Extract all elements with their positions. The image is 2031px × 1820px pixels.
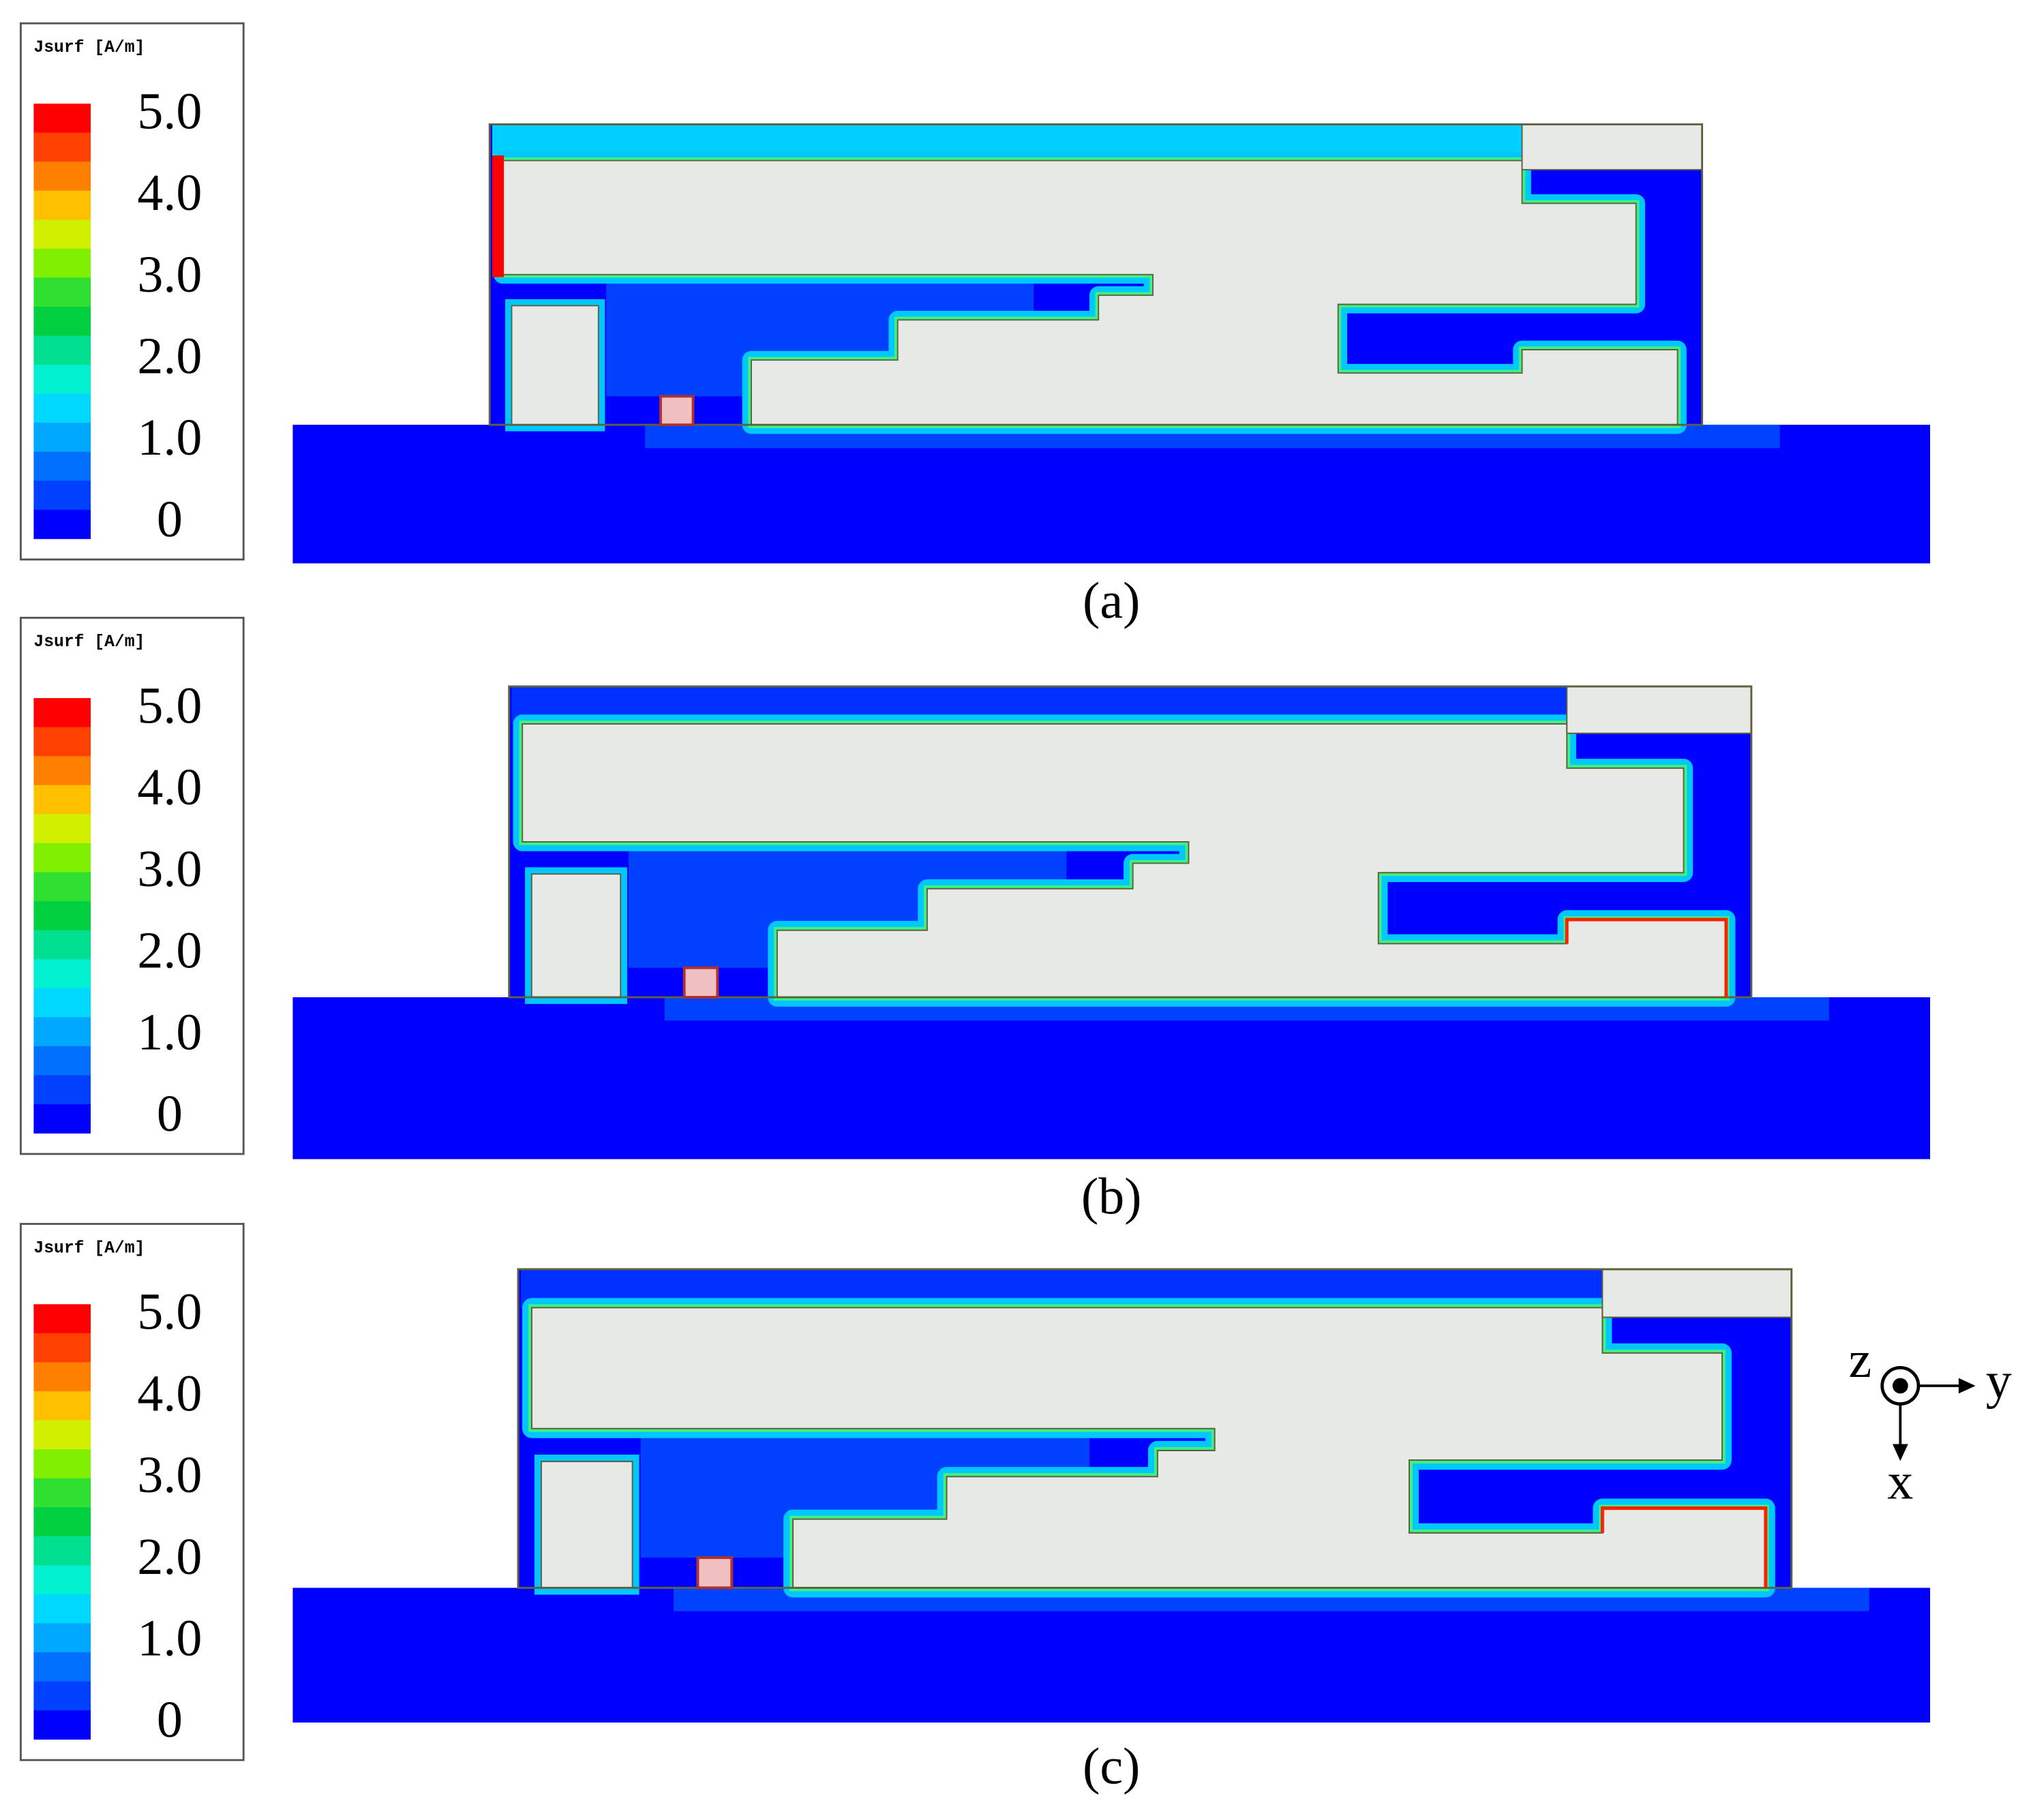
legend-swatch [33, 1104, 91, 1134]
legend-label: 4.0 [137, 1365, 202, 1422]
legend-swatch [33, 756, 91, 786]
legend-swatch [33, 1623, 91, 1653]
caption: (b) [1081, 1168, 1142, 1226]
legend-label: 4.0 [137, 759, 202, 816]
legend-swatch [33, 1507, 91, 1537]
antenna [488, 123, 1704, 434]
antenna [517, 1268, 1793, 1598]
legend-swatch [33, 219, 91, 249]
legend-label: 2.0 [137, 328, 202, 385]
legend-swatch [33, 727, 91, 757]
antenna-outline [517, 1268, 1793, 1589]
legend-label: 5.0 [137, 1284, 202, 1341]
legend-swatch [33, 1362, 91, 1392]
legend-swatch [33, 451, 91, 481]
metal-block [540, 1461, 633, 1589]
legend-swatch [33, 959, 91, 989]
axis-z-dot [1892, 1378, 1908, 1394]
legend-label: 4.0 [137, 164, 202, 222]
legend-swatch [33, 988, 91, 1018]
metal-corner [1566, 686, 1752, 734]
metal-corner [1521, 123, 1703, 170]
legend-swatch [33, 335, 91, 365]
legend-label: 3.0 [137, 840, 202, 898]
legend-swatch [33, 190, 91, 220]
feed [659, 395, 695, 427]
legend-swatch [33, 930, 91, 960]
legend-label: 0 [157, 1691, 183, 1748]
legend-swatch [33, 814, 91, 844]
legend-swatch [33, 843, 91, 873]
legend-swatch [33, 1420, 91, 1450]
hot-edge [492, 155, 505, 277]
legend-swatch [33, 1075, 91, 1105]
feed [696, 1556, 734, 1590]
axis-x-label: x [1887, 1453, 1913, 1511]
legend-title: Jsurf [A/m] [33, 1239, 145, 1258]
antenna [508, 685, 1753, 1007]
hot-edge [1565, 917, 1728, 998]
legend-swatch [33, 1652, 91, 1682]
legend-swatch [33, 1304, 91, 1334]
legend-label: 3.0 [137, 1446, 202, 1504]
legend-swatch [33, 1391, 91, 1421]
legend-label: 2.0 [137, 1528, 202, 1586]
legend-swatch [33, 901, 91, 930]
axis-z-label: z [1849, 1331, 1872, 1389]
axis-y-label: y [1986, 1352, 2012, 1409]
metal-corner [1601, 1268, 1792, 1318]
legend-swatch [33, 1046, 91, 1076]
feed [682, 966, 719, 999]
legend-label: 1.0 [137, 409, 202, 466]
legend-swatch [33, 248, 91, 278]
legend-label: 1.0 [137, 1003, 202, 1061]
legend-swatch [33, 509, 91, 539]
legend-swatch [33, 1681, 91, 1711]
antenna-outline [488, 123, 1704, 426]
legend-swatch [33, 1478, 91, 1508]
legend-swatch [33, 306, 91, 336]
caption: (a) [1083, 573, 1140, 630]
legend-swatch [33, 481, 91, 511]
legend-swatch [33, 132, 91, 162]
metal-block [511, 305, 599, 426]
legend-swatch [33, 872, 91, 902]
legend-label: 2.0 [137, 922, 202, 980]
antenna-outline [508, 685, 1753, 999]
legend-swatch [33, 1565, 91, 1595]
hot-edge [1600, 1506, 1768, 1588]
legend-swatch [33, 785, 91, 815]
legend-swatch [33, 162, 91, 192]
legend-swatch [33, 365, 91, 394]
legend-label: 0 [157, 1085, 183, 1142]
legend-label: 5.0 [137, 678, 202, 735]
legend-label: 3.0 [137, 246, 202, 303]
legend-swatch [33, 393, 91, 423]
legend-swatch [33, 1017, 91, 1047]
caption: (c) [1083, 1738, 1140, 1795]
legend-label: 0 [157, 491, 183, 548]
legend-swatch [33, 1536, 91, 1566]
legend-swatch [33, 423, 91, 453]
axis-y-head [1958, 1378, 1976, 1394]
legend-swatch [33, 698, 91, 728]
legend-title: Jsurf [A/m] [33, 38, 145, 57]
axis-x-head [1892, 1444, 1908, 1461]
legend-swatch [33, 1449, 91, 1479]
legend-label: 1.0 [137, 1610, 202, 1667]
legend-swatch [33, 277, 91, 307]
legend-swatch [33, 1594, 91, 1624]
legend-label: 5.0 [137, 82, 202, 140]
figure-content: Jsurf [A/m] 5.0 4.0 3.0 2.0 1.0 0 (a) Jsurf [A/m… [19, 22, 2012, 1795]
metal-block [530, 873, 622, 998]
ground-plane [292, 997, 1931, 1159]
legend-swatch [33, 1710, 91, 1740]
legend-swatch [33, 104, 91, 133]
legend-title: Jsurf [A/m] [33, 633, 145, 652]
legend-swatch [33, 1333, 91, 1363]
